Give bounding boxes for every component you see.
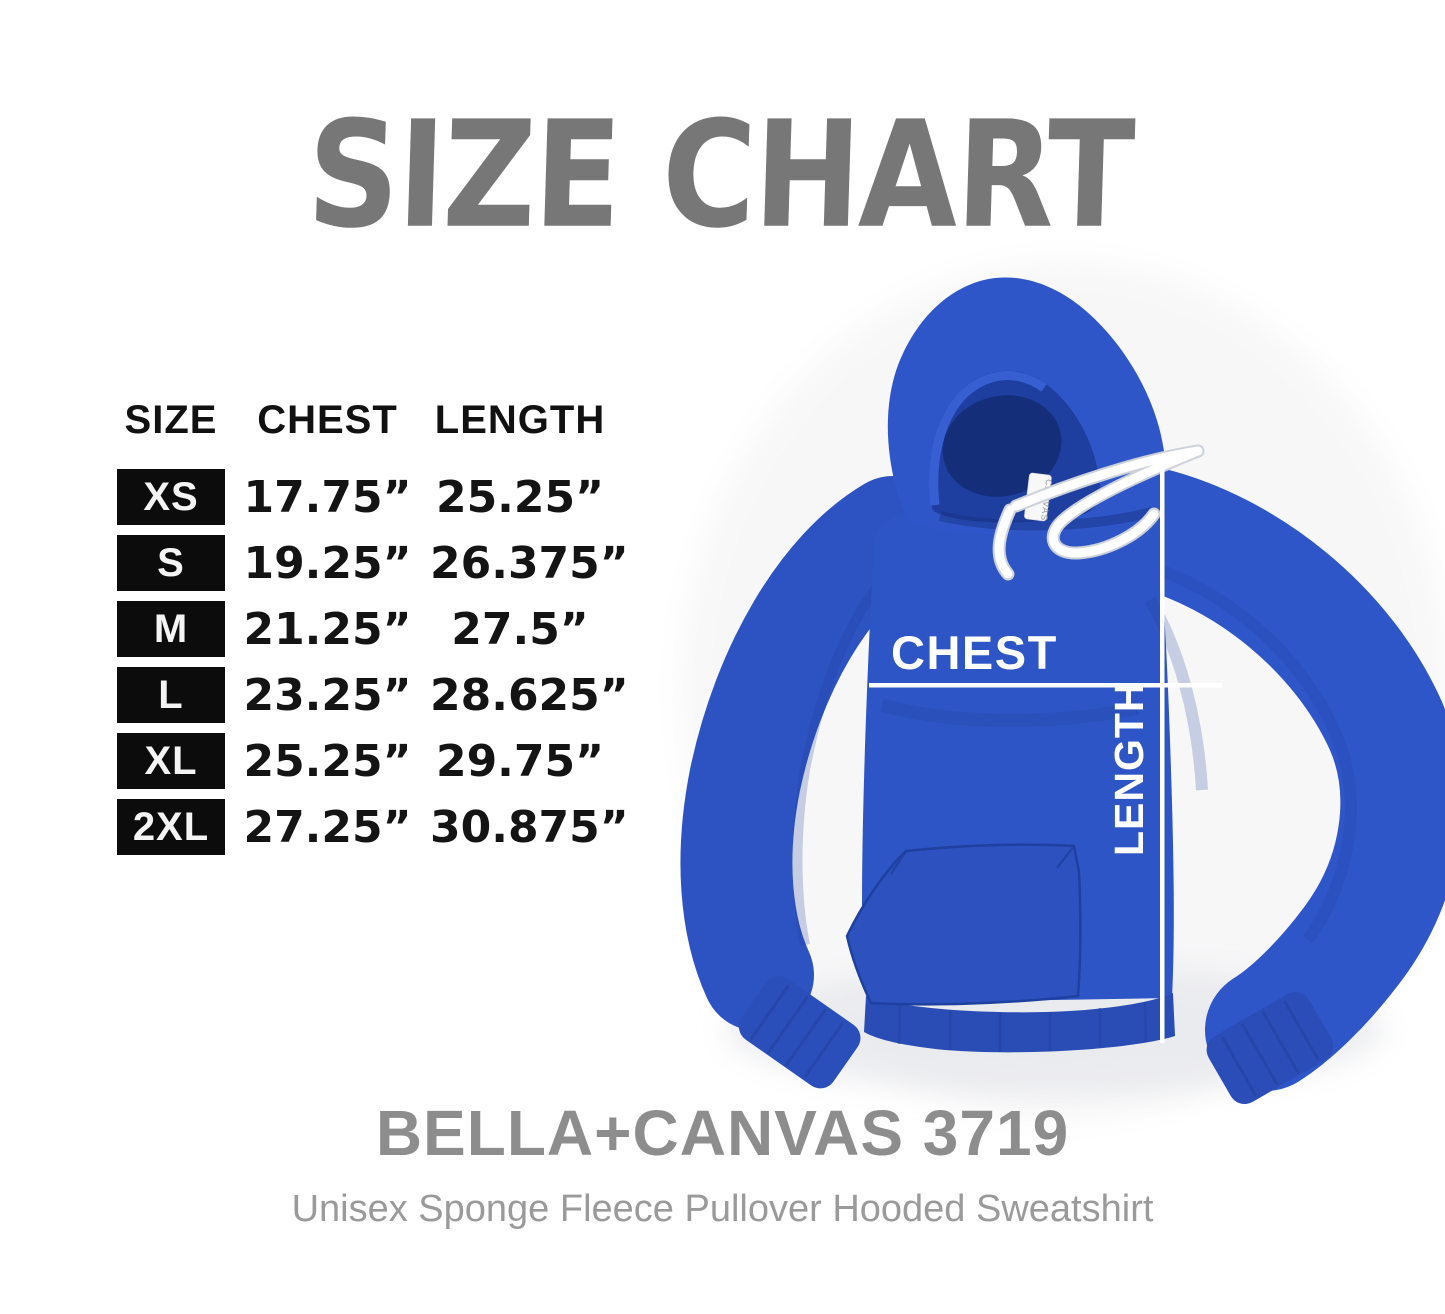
chest-value: 19.25” [243, 537, 412, 589]
hem-band [864, 993, 1175, 1053]
table-row: L 23.25” 28.625” [117, 667, 629, 723]
table-row: S 19.25” 26.375” [117, 535, 629, 591]
chest-value: 23.25” [243, 669, 412, 721]
length-value: 26.375” [430, 537, 629, 589]
chest-value: 25.25” [243, 735, 412, 787]
length-value: 29.75” [435, 735, 605, 787]
size-badge: XL [117, 733, 225, 789]
hoodie-right-sleeve [1089, 467, 1445, 1105]
table-row: 2XL 27.25” 30.875” [117, 799, 629, 855]
table-row: XL 25.25” 29.75” [117, 733, 610, 789]
drawstring [992, 444, 1205, 581]
chest-value: 17.75” [243, 471, 412, 523]
column-header-chest: CHEST [257, 398, 398, 442]
table-row: XS 17.75” 25.25” [117, 469, 610, 525]
table-header-row: SIZE CHEST LENGTH [117, 398, 610, 443]
size-badge: 2XL [117, 799, 225, 855]
right-cuff [1206, 991, 1334, 1105]
size-badge: M [117, 601, 225, 657]
table-row: M 21.25” 27.5” [117, 601, 610, 657]
chest-measure-line [869, 683, 1222, 688]
size-badge: L [117, 667, 225, 723]
footer-brand: BELLA+CANVAS 3719 [375, 1097, 1070, 1169]
length-measure-line [1160, 467, 1165, 1043]
size-badge: S [117, 535, 225, 591]
kangaroo-pocket [845, 843, 1082, 1006]
hoodie-left-sleeve [680, 476, 949, 1089]
footer-subtitle: Unisex Sponge Fleece Pullover Hooded Swe… [291, 1188, 1154, 1230]
column-header-length: LENGTH [434, 398, 606, 442]
size-table: SIZE CHEST LENGTH XS 17.75” 25.25” S 19.… [117, 398, 629, 865]
length-value: 27.5” [451, 603, 589, 655]
left-cuff [738, 976, 861, 1089]
length-label: LENGTH [1106, 681, 1152, 856]
length-value: 28.625” [430, 669, 629, 721]
size-badge: XS [117, 469, 225, 525]
length-value: 30.875” [430, 801, 629, 853]
chest-value: 27.25” [243, 801, 412, 853]
chest-label: CHEST [891, 626, 1058, 679]
chest-value: 21.25” [243, 603, 412, 655]
length-value: 25.25” [435, 471, 605, 523]
column-header-size: SIZE [124, 398, 218, 442]
